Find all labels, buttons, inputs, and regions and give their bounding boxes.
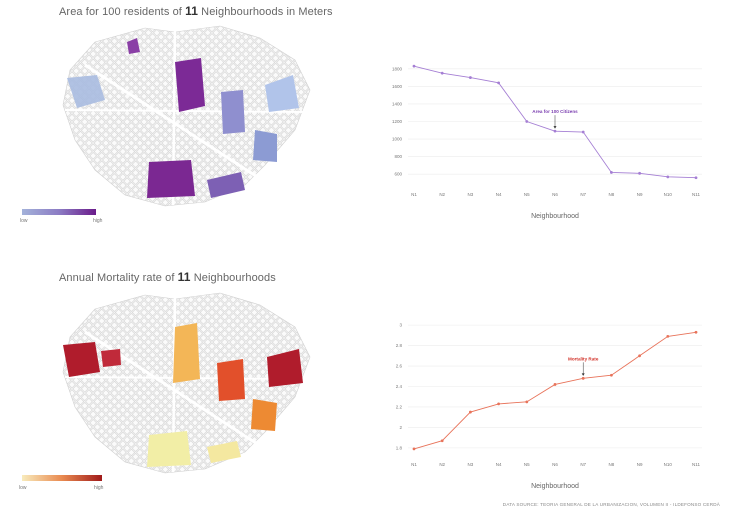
data-point [610,171,613,174]
x-tick-label: N8 [609,462,615,467]
data-point [638,354,641,358]
annotation-arrowhead [553,126,557,129]
map1-district-n7 [265,75,299,112]
y-tick-label: 1400 [392,101,403,106]
annotation-label: Area for 100 Citizens [532,109,578,114]
x-tick-label: N3 [468,462,474,467]
map2-title: Annual Mortality rate of 11 Neighbourhoo… [59,270,276,284]
data-point [638,171,641,175]
x-tick-label: N1 [411,192,417,197]
map1-road-horizontal [64,109,306,113]
y-tick-label: 1000 [392,137,403,142]
x-tick-label: N10 [664,192,673,197]
data-point [694,176,698,180]
data-point [497,402,500,406]
x-tick-label: N3 [468,192,474,197]
map2-district-n6 [251,399,277,431]
map1-legend-high: high [93,218,103,224]
map1-district-n6 [253,130,277,162]
y-tick-label: 1.8 [396,445,403,450]
map2-legend-bar [22,475,102,481]
data-point [610,373,613,377]
map2-district-n1 [63,342,100,377]
x-tick-label: N9 [637,192,643,197]
annotation-arrowhead [581,373,585,376]
map1-title: Area for 100 residents of 11 Neighbourho… [59,4,333,18]
y-tick-label: 3 [399,323,402,328]
data-point [525,120,529,123]
data-point [553,383,557,386]
x-tick-label: N2 [439,462,445,467]
data-point [694,330,698,334]
map1-legend-low: low [20,218,28,224]
x-tick-label: N2 [439,192,445,197]
data-point [666,175,670,179]
x-tick-label: N9 [637,462,643,467]
data-point [553,129,557,133]
x-tick-label: N11 [692,462,700,467]
y-tick-label: 800 [394,154,402,159]
data-point [412,64,416,68]
data-source-note: DATA SOURCE: TEORIA GENERAL DE LA URBANI… [502,502,720,507]
data-point [581,130,585,134]
map1-district-n8 [207,172,245,198]
x-tick-label: N11 [692,192,700,197]
map2-district-n2 [101,349,121,367]
map1-district-n3 [175,58,205,112]
data-point [469,76,472,79]
data-point [581,376,585,380]
y-tick-label: 2.4 [396,384,403,389]
x-tick-label: N4 [496,462,502,467]
data-point [497,81,500,85]
map2-district-n5 [217,359,245,401]
y-tick-label: 1600 [392,84,403,89]
series-line [413,331,697,450]
map1-district-n2 [127,38,140,54]
x-tick-label: N6 [552,192,558,197]
map1-road-diagonal [84,63,286,197]
map1-district-n1 [67,75,105,108]
x-tick-label: N10 [664,462,673,467]
x-tick-label: N7 [580,192,586,197]
y-tick-label: 2.8 [396,343,403,348]
annotation-label: Mortality Rate [568,356,599,361]
map2-legend-high: high [94,485,104,491]
y-tick-label: 1800 [392,66,403,71]
data-point [440,71,444,75]
x-tick-label: N5 [524,462,530,467]
x-tick-label: N5 [524,192,530,197]
map2-district-n8 [207,441,241,463]
map1-graphic [62,25,311,207]
x-tick-label: N7 [580,462,586,467]
data-point [412,447,416,451]
data-point [525,400,529,404]
chart-area-per-100: 600 800 1000 1200 1400 1600 1800 N1 N2 N3 N4 N5 N6 N7… [392,64,702,220]
x-tick-label: N1 [411,462,417,467]
data-point [469,410,472,414]
chart-mortality-rate: 1.8 2 2.2 2.4 2.6 2.8 3 N1 N2 N3 N4 N5 N6 N7 N8 N9 N10 N1… [396,323,702,490]
x-axis-label: Neighbourhood [531,483,579,490]
map1-district-n5 [221,90,245,134]
map2-district-n3 [173,323,200,383]
map2-legend-low: low [19,485,27,491]
map1-district-n4 [147,160,195,198]
y-tick-label: 1200 [392,119,403,124]
y-tick-label: 600 [394,172,402,177]
data-point [666,334,670,338]
x-tick-label: N8 [609,192,615,197]
y-tick-label: 2.2 [396,404,403,409]
x-axis-label: Neighbourhood [531,213,579,220]
y-tick-label: 2 [399,425,402,430]
map2-graphic [62,292,311,474]
map2-district-n4 [147,431,191,467]
data-point [440,439,444,443]
y-tick-label: 2.6 [396,364,403,369]
map2-district-n7 [267,349,303,387]
x-tick-label: N4 [496,192,502,197]
map1-legend-bar [22,209,96,215]
x-tick-label: N6 [552,462,558,467]
